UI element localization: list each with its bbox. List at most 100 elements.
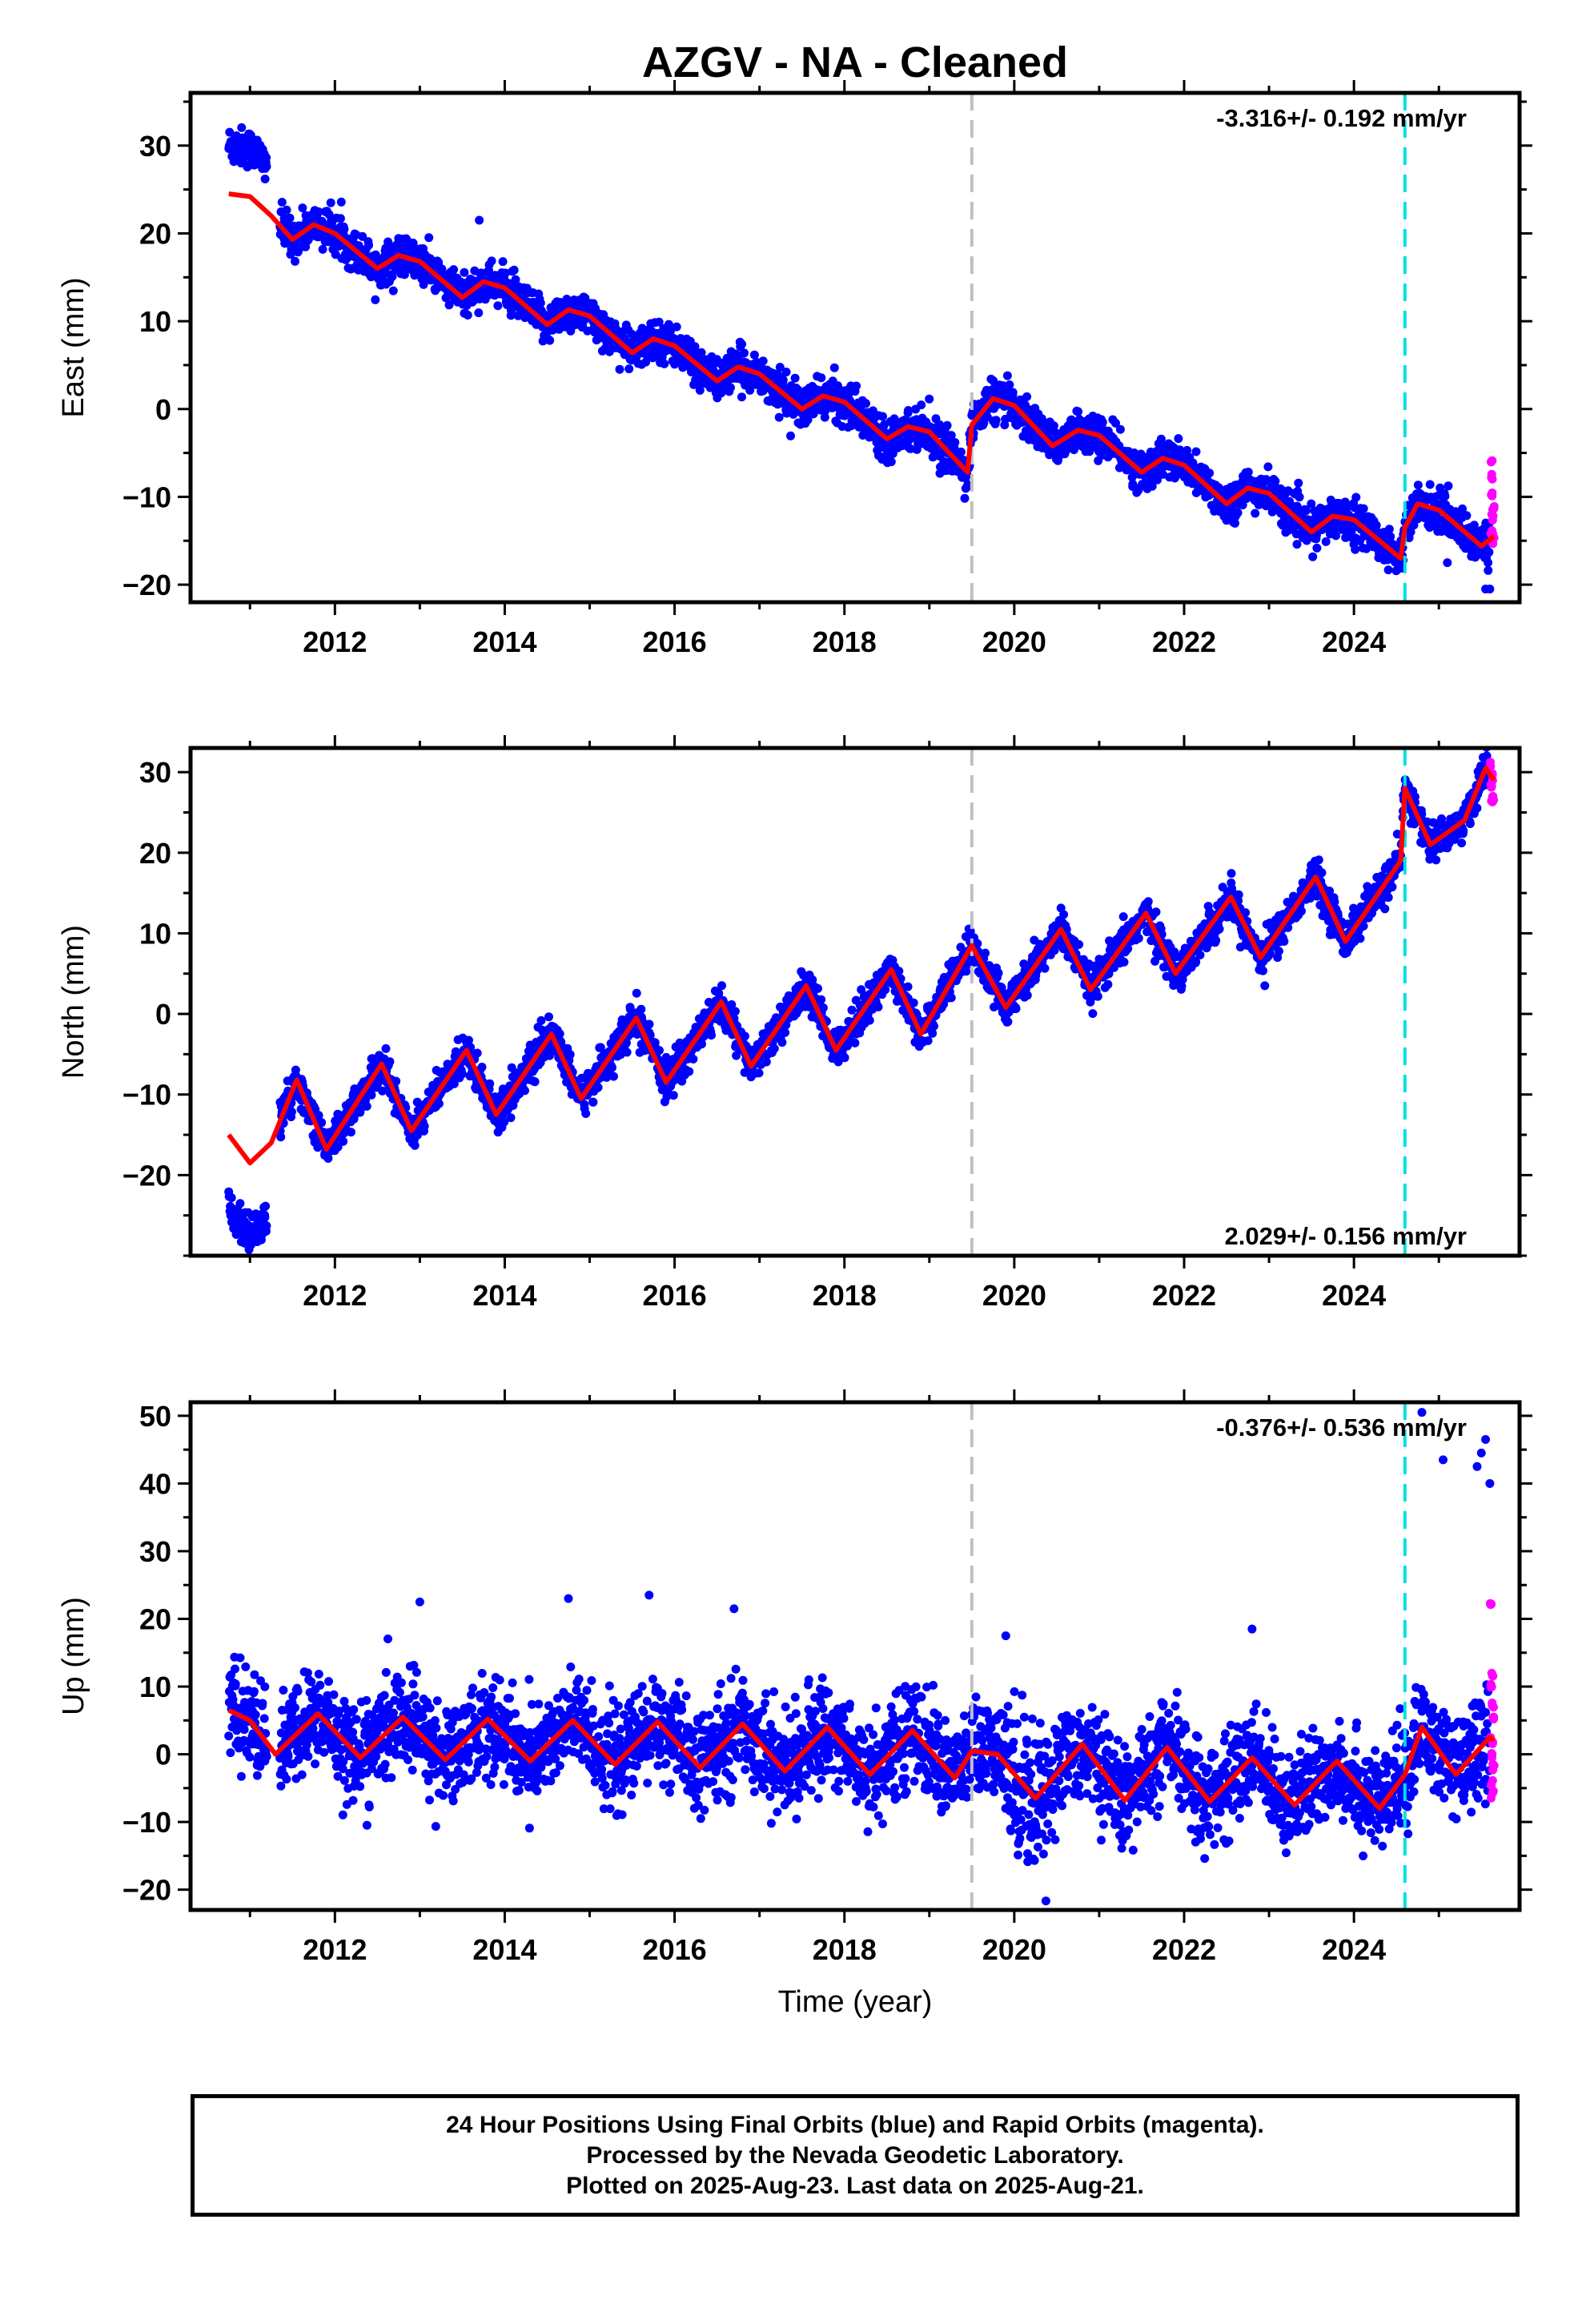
east-panel: 2012 2014 2016 2018 2020 2022 2024−20−10010203… — [57, 80, 1532, 658]
north-panel: 2012 2014 2016 2018 2020 2022 2024−20−10010203… — [57, 735, 1532, 1312]
north-data-point — [636, 1005, 645, 1014]
east-data-point — [336, 214, 345, 223]
east-data-point — [817, 373, 825, 382]
north-data-point — [770, 1044, 779, 1053]
east-data-point — [943, 421, 952, 430]
north-data-point — [544, 1012, 553, 1021]
east-data-point — [263, 162, 271, 171]
north-data-point — [623, 1048, 632, 1057]
north-data-point — [458, 1069, 467, 1078]
east-data-point — [791, 374, 800, 383]
east-data-point — [262, 153, 271, 162]
east-x-tick-label: 2020 — [982, 625, 1046, 658]
east-data-point — [616, 365, 624, 374]
east-data-point — [950, 438, 959, 447]
east-x-tick-label: 2024 — [1322, 625, 1386, 658]
east-data-point — [327, 199, 335, 207]
north-data-point — [689, 1055, 697, 1063]
east-data-point — [1251, 509, 1259, 518]
east-data-point — [1462, 511, 1471, 520]
north-data-point — [669, 1091, 678, 1100]
north-data-point — [731, 1007, 740, 1015]
north-data-point — [781, 1028, 789, 1037]
north-data-point — [632, 989, 641, 998]
east-outlier-point — [1485, 585, 1494, 593]
east-data-point — [740, 348, 749, 357]
north-data-point — [507, 1113, 516, 1122]
east-data-point — [1205, 468, 1214, 477]
east-data-point — [1003, 372, 1012, 380]
north-data-point — [411, 1141, 420, 1150]
east-data-point — [464, 311, 472, 320]
east-rapid-point — [1487, 457, 1496, 466]
east-y-axis-label: East (mm) — [57, 277, 90, 417]
north-data-point — [323, 1154, 332, 1163]
east-data-point — [400, 270, 409, 279]
east-y-tick-label: −10 — [122, 480, 171, 513]
east-y-tick-label: 30 — [139, 130, 171, 163]
north-final-orbit-points — [224, 743, 1494, 1254]
north-data-point — [347, 1128, 355, 1136]
east-data-point — [389, 287, 398, 296]
east-data-point — [1234, 509, 1243, 517]
east-data-point — [1074, 408, 1082, 416]
east-x-tick-label: 2022 — [1152, 625, 1216, 658]
east-data-point — [474, 308, 483, 317]
east-data-point — [319, 245, 327, 254]
east-y-tick-label: −20 — [122, 569, 171, 601]
east-data-point — [737, 340, 746, 348]
east-data-point — [1294, 479, 1303, 488]
east-data-point — [961, 494, 970, 503]
east-data-point — [1351, 493, 1360, 502]
north-data-point — [813, 984, 822, 993]
north-data-point — [473, 1049, 482, 1058]
east-data-point — [887, 457, 896, 466]
east-data-point — [1351, 545, 1359, 554]
north-data-point — [276, 1132, 285, 1141]
north-data-point — [850, 1039, 859, 1047]
east-rapid-orbit-points — [1487, 456, 1499, 549]
east-data-point — [878, 412, 887, 421]
east-data-point — [1295, 493, 1304, 501]
east-data-point — [852, 382, 861, 391]
north-data-point — [262, 1221, 271, 1230]
north-data-point — [435, 1100, 444, 1108]
east-rapid-point — [1488, 489, 1496, 497]
east-data-point — [830, 364, 839, 372]
east-data-point — [1312, 544, 1321, 553]
east-data-point — [1157, 435, 1166, 444]
east-data-point — [1322, 537, 1331, 546]
east-data-point — [364, 241, 373, 250]
east-data-point — [488, 256, 496, 265]
north-data-point — [520, 1086, 529, 1095]
north-plot-area — [224, 743, 1498, 1256]
north-data-point — [685, 1068, 693, 1076]
north-data-point — [531, 1077, 540, 1086]
east-data-point — [992, 416, 1001, 424]
east-data-point — [1005, 380, 1014, 389]
east-data-point — [1444, 481, 1453, 490]
east-data-point — [1293, 540, 1302, 549]
north-data-point — [260, 1213, 269, 1222]
east-data-point — [493, 301, 502, 310]
north-data-point — [485, 1080, 494, 1088]
east-data-point — [1426, 480, 1435, 489]
north-data-point — [645, 1020, 654, 1029]
north-data-point — [261, 1202, 270, 1211]
north-data-point — [385, 1057, 394, 1066]
east-data-point — [1484, 558, 1492, 567]
north-data-point — [537, 1016, 546, 1025]
east-data-point — [737, 392, 746, 401]
east-data-point — [779, 376, 788, 384]
east-data-point — [261, 175, 270, 183]
east-outlier-point — [475, 216, 484, 225]
gps-timeseries-figure: AZGV - NA - Cleaned 2012 2014 2016 2018 2020… — [0, 0, 1582, 2324]
east-y-tick-label: 20 — [139, 217, 171, 250]
east-y-tick-label: 10 — [139, 305, 171, 338]
east-data-point — [957, 448, 966, 456]
north-data-point — [339, 1137, 347, 1146]
north-data-point — [382, 1044, 391, 1053]
north-data-point — [741, 1031, 749, 1040]
east-data-point — [1484, 548, 1493, 557]
north-data-point — [581, 1109, 590, 1118]
